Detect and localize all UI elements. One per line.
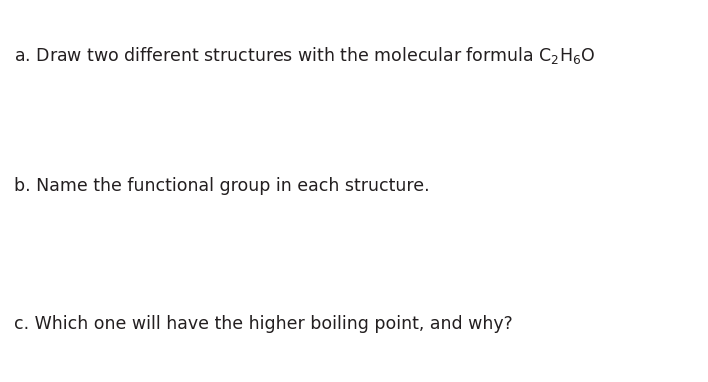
Text: b. Name the functional group in each structure.: b. Name the functional group in each str… bbox=[14, 177, 430, 195]
Text: c. Which one will have the higher boiling point, and why?: c. Which one will have the higher boilin… bbox=[14, 314, 513, 332]
Text: a. Draw two different structures with the molecular formula $\mathregular{C_2H_6: a. Draw two different structures with th… bbox=[14, 45, 595, 66]
